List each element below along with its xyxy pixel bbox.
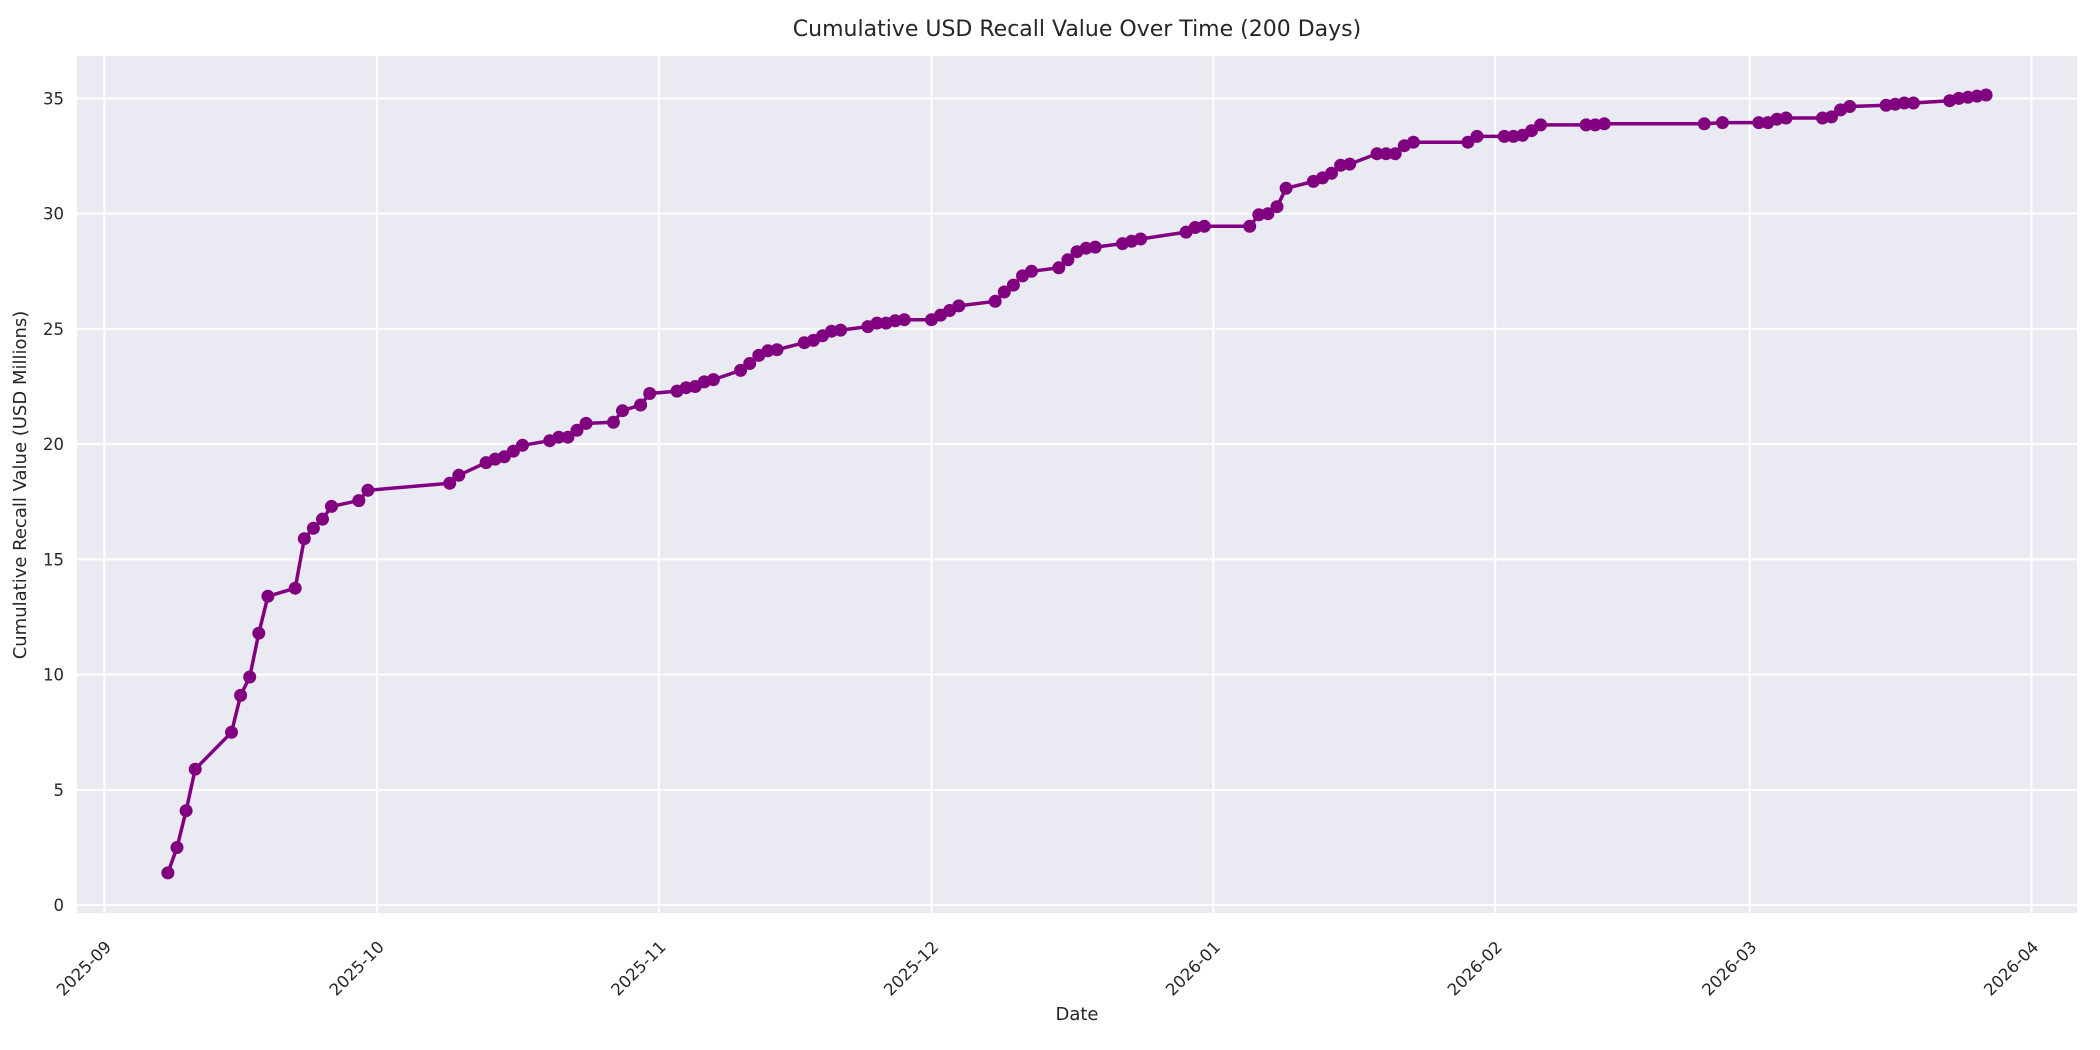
data-point-marker	[179, 804, 193, 818]
data-point-marker	[1406, 135, 1420, 149]
data-point-marker	[1325, 166, 1338, 180]
data-point-marker	[616, 404, 629, 418]
data-point-marker	[1697, 117, 1711, 131]
data-point-marker	[188, 762, 202, 776]
y-tick-label: 20	[43, 435, 64, 454]
y-tick-label: 25	[43, 320, 64, 339]
data-point-marker	[261, 589, 275, 603]
data-point-marker	[1388, 147, 1402, 161]
y-tick-label: 10	[43, 666, 64, 685]
data-point-marker	[1006, 278, 1020, 292]
data-point-marker	[306, 521, 320, 535]
data-point-marker	[1897, 96, 1911, 110]
data-point-marker	[1025, 264, 1038, 278]
data-point-marker	[1197, 219, 1211, 233]
data-point-marker	[1752, 116, 1766, 130]
data-point-marker	[1052, 261, 1066, 275]
data-point-marker	[1779, 111, 1793, 125]
data-point-marker	[161, 866, 175, 880]
y-tick-label: 0	[54, 896, 65, 915]
data-point-marker	[770, 343, 784, 357]
data-point-marker	[1243, 219, 1257, 233]
data-point-marker	[561, 430, 575, 444]
data-point-marker	[1261, 207, 1275, 221]
x-axis-tick-labels: 2025-09 2025-10 2025-11 2025-12 2026-01 2026-…	[53, 937, 2042, 999]
x-tick-label: 2026-03	[1698, 937, 1760, 999]
data-point-marker	[243, 670, 257, 684]
data-point-marker	[452, 468, 466, 482]
data-point-marker	[743, 357, 757, 370]
data-point-marker	[734, 363, 748, 377]
data-point-marker	[634, 398, 648, 412]
data-point-marker	[1497, 129, 1511, 143]
data-point-marker	[1843, 100, 1857, 113]
data-point-marker	[1906, 96, 1920, 110]
y-tick-label: 5	[54, 781, 65, 800]
data-point-marker	[552, 430, 566, 444]
data-point-marker	[1716, 116, 1729, 130]
data-point-marker	[1825, 110, 1838, 124]
line-series	[161, 88, 1993, 880]
data-point-marker	[1379, 147, 1393, 161]
gridlines	[77, 56, 2077, 913]
data-point-marker	[1470, 129, 1484, 143]
data-point-marker	[1061, 253, 1075, 267]
data-point-marker	[997, 285, 1011, 299]
data-point-marker	[516, 438, 529, 452]
x-axis-label: Date	[1055, 1004, 1098, 1025]
data-point-marker	[1979, 88, 1993, 102]
x-tick-label: 2025-09	[53, 937, 115, 999]
y-tick-label: 30	[43, 205, 64, 224]
x-tick-label: 2025-12	[880, 937, 942, 999]
y-axis-tick-labels: 0 5 10 15 20 25 30 35	[43, 89, 64, 915]
data-point-marker	[325, 499, 338, 513]
x-tick-label: 2025-11	[607, 937, 669, 999]
x-tick-label: 2025-10	[326, 937, 388, 999]
data-point-marker	[361, 483, 375, 497]
y-tick-label: 35	[43, 89, 64, 108]
data-point-marker	[1534, 118, 1548, 132]
data-point-marker	[1088, 240, 1102, 254]
data-point-marker	[952, 299, 966, 313]
x-tick-label: 2026-02	[1444, 937, 1506, 999]
data-point-marker	[606, 415, 620, 429]
data-point-marker	[897, 313, 911, 327]
data-point-marker	[1279, 181, 1293, 195]
data-point-marker	[252, 626, 266, 640]
data-point-marker	[834, 323, 848, 337]
data-point-marker	[570, 423, 584, 437]
data-point-marker	[234, 688, 248, 702]
plot-area	[77, 56, 2077, 913]
data-point-marker	[297, 532, 311, 546]
y-axis-label: Cumulative Recall Value (USD Millions)	[10, 311, 31, 660]
data-point-marker	[1134, 232, 1148, 246]
data-point-marker	[288, 581, 302, 595]
x-tick-label: 2026-04	[1980, 937, 2042, 999]
data-point-marker	[1579, 118, 1593, 132]
data-point-marker	[1270, 200, 1284, 214]
data-point-marker	[443, 476, 457, 490]
data-point-marker	[643, 387, 657, 400]
data-point-marker	[316, 512, 329, 526]
data-point-marker	[1597, 117, 1611, 131]
data-point-marker	[170, 841, 184, 854]
data-point-marker	[706, 373, 720, 387]
data-point-marker	[352, 494, 366, 508]
data-point-marker	[1343, 157, 1357, 171]
chart-title: Cumulative USD Recall Value Over Time (2…	[793, 17, 1361, 42]
data-point-marker	[225, 725, 238, 739]
y-tick-label: 15	[43, 550, 64, 569]
data-point-marker	[988, 294, 1002, 308]
x-tick-label: 2026-01	[1162, 937, 1224, 999]
data-point-marker	[870, 316, 884, 330]
data-point-marker	[579, 416, 593, 430]
data-point-marker	[1370, 147, 1384, 161]
